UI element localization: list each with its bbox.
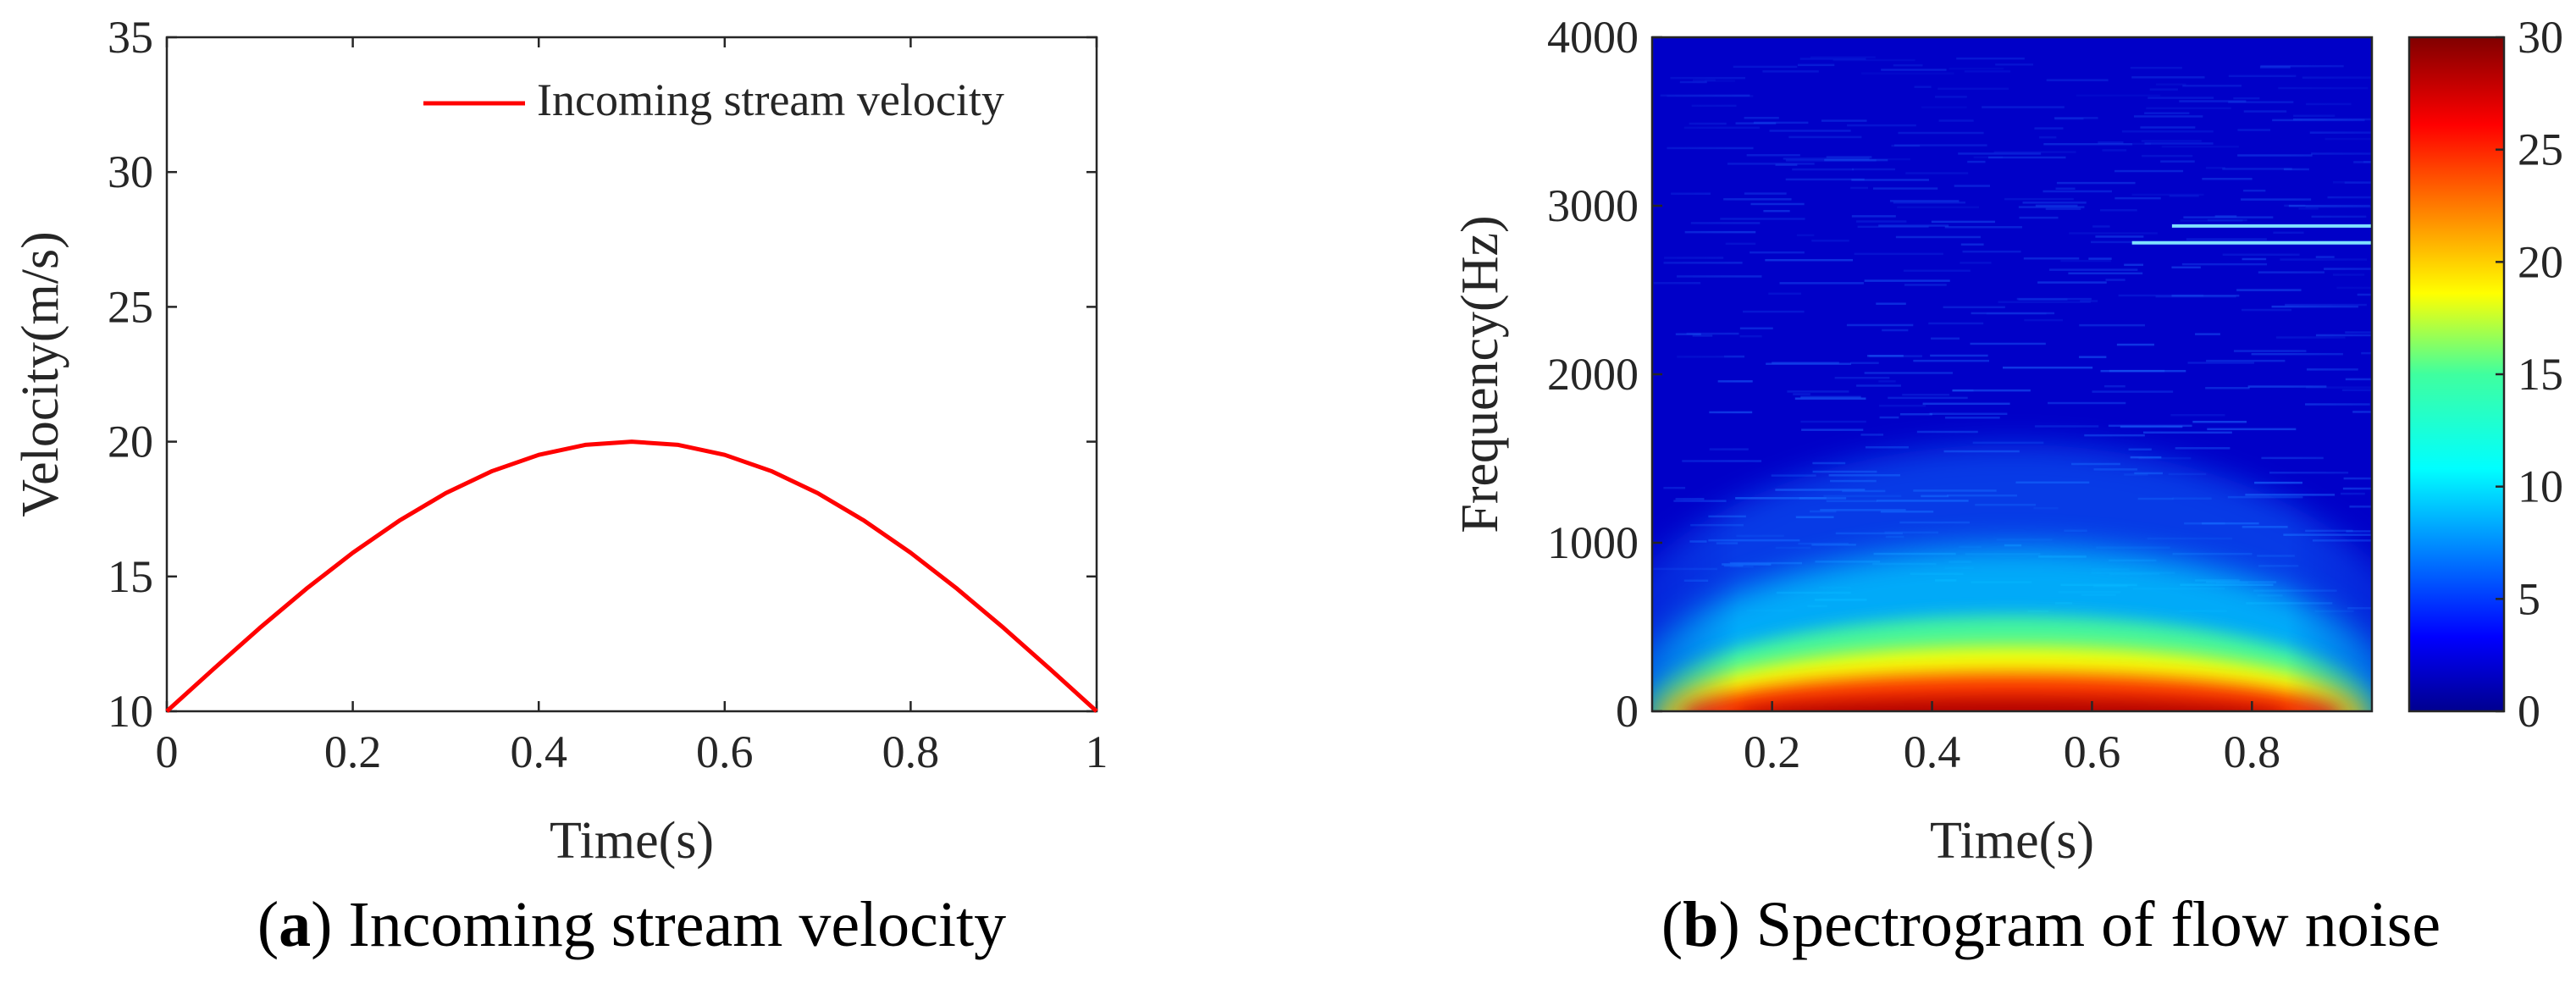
y-tick-label: 2000: [1547, 349, 1639, 400]
y-axis-ticks: 10 15 20 25 30 35: [108, 12, 1097, 737]
panel-a-velocity-chart: 10 15 20 25 30 35 0 0.2 0.4 0.6 0.8 1 Incoming str…: [12, 12, 1108, 960]
y-axis-label: Velocity(m/s): [12, 231, 69, 517]
x-tick-label: 0.2: [1744, 727, 1801, 777]
panel-b-caption-label: b: [1683, 889, 1718, 960]
panel-a-caption: (a) Incoming stream velocity: [257, 889, 1006, 960]
x-axis-label: Time(s): [550, 812, 714, 870]
panel-b-caption-text: Spectrogram of flow noise: [1756, 889, 2441, 960]
x-tick-label: 0.4: [510, 727, 567, 777]
series-line-incoming-stream-velocity: [165, 439, 1098, 713]
y-tick-label: 3000: [1547, 180, 1639, 231]
spectrogram-image: [1652, 37, 2372, 711]
legend-label: Incoming stream velocity: [537, 75, 1004, 125]
y-tick-label: 4000: [1547, 12, 1639, 63]
legend: Incoming stream velocity: [423, 75, 1004, 125]
x-tick-label: 0: [156, 727, 179, 777]
y-tick-label: 20: [108, 417, 153, 467]
y-tick-label: 10: [108, 686, 153, 737]
panel-b-spectrogram: 0 1000 2000 3000 4000 0.2 0.4 0.6 0.8 0 5 10 15 20 2…: [1451, 12, 2563, 960]
x-tick-label: 0.6: [696, 727, 754, 777]
y-tick-label: 30: [108, 146, 153, 197]
x-tick-label: 1: [1086, 727, 1108, 777]
panel-a-caption-text: Incoming stream velocity: [348, 889, 1006, 960]
x-axis-ticks: 0.2 0.4 0.6 0.8: [1744, 701, 2280, 777]
y-tick-label: 0: [1616, 686, 1639, 737]
y-tick-label: 35: [108, 12, 153, 63]
colorbar-tick-label: 25: [2518, 124, 2563, 175]
x-axis-ticks: 0 0.2 0.4 0.6 0.8 1: [156, 37, 1108, 777]
x-tick-label: 0.8: [882, 727, 940, 777]
y-tick-label: 1000: [1547, 517, 1639, 568]
colorbar-tick-label: 5: [2518, 573, 2540, 624]
y-axis-label: Frequency(Hz): [1451, 215, 1509, 533]
colorbar-tick-label: 0: [2518, 686, 2540, 737]
colorbar-tick-label: 15: [2518, 349, 2563, 400]
colorbar-tick-label: 30: [2518, 12, 2563, 63]
x-tick-label: 0.6: [2064, 727, 2121, 777]
y-tick-label: 25: [108, 281, 153, 332]
series-group: [165, 439, 1098, 713]
colorbar: 0 5 10 15 20 25 30: [2407, 12, 2563, 737]
x-tick-label: 0.8: [2224, 727, 2281, 777]
x-tick-label: 0.4: [1904, 727, 1961, 777]
x-tick-label: 0.2: [324, 727, 382, 777]
plot-a-frame: [165, 36, 1098, 713]
y-axis-ticks: 0 1000 2000 3000 4000: [1547, 12, 1662, 737]
panel-a-caption-label: a: [279, 889, 311, 960]
y-tick-label: 15: [108, 551, 153, 602]
colorbar-tick-label: 10: [2518, 461, 2563, 512]
x-axis-label: Time(s): [1930, 812, 2094, 870]
colorbar-tick-label: 20: [2518, 236, 2563, 287]
panel-b-caption: (b) Spectrogram of flow noise: [1661, 889, 2441, 960]
colorbar-ticks: 0 5 10 15 20 25 30: [2496, 12, 2563, 737]
colorbar-gradient: [2407, 36, 2506, 713]
